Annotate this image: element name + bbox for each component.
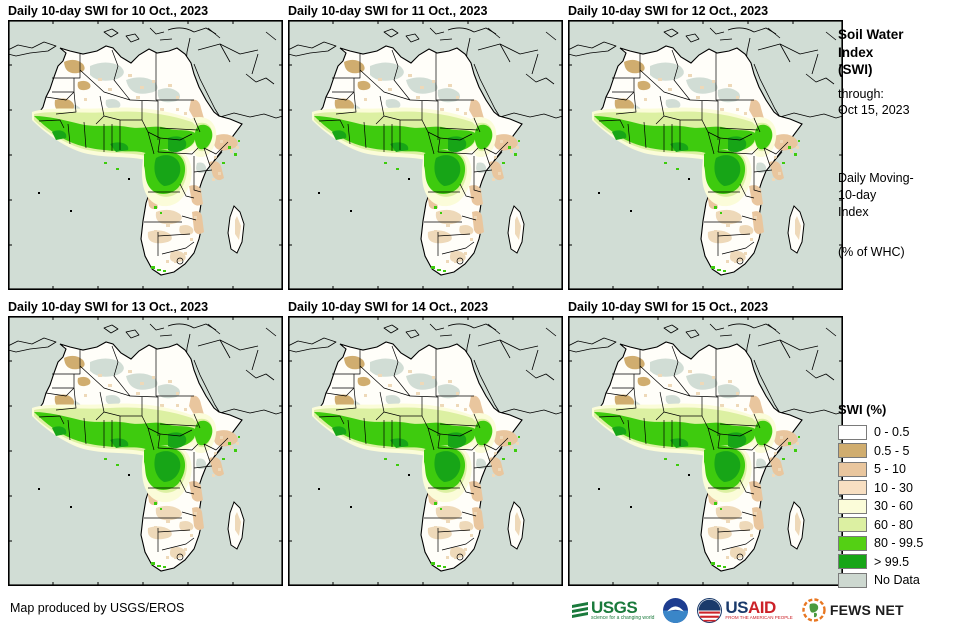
africa-swi-map [8,316,283,586]
usgs-stripes-icon [572,602,588,618]
map-panel-oct10: Daily 10-day SWI for 10 Oct., 2023 [8,3,283,290]
legend-swatch [838,443,867,459]
legend-item: No Data [838,571,966,590]
sidebar-through-date: through: Oct 15, 2023 [838,87,910,118]
legend-item: 60 - 80 [838,516,966,535]
fews-wordmark: FEWS NET [829,602,904,618]
legend-item: 80 - 99.5 [838,534,966,553]
map-panel-oct15: Daily 10-day SWI for 15 Oct., 2023 [568,299,843,586]
legend-item: > 99.5 [838,553,966,572]
africa-swi-map [568,316,843,586]
sidebar-units: (% of WHC) [838,245,905,259]
legend-swatch [838,424,867,440]
noaa-logo [663,597,689,623]
africa-swi-map [288,20,563,290]
legend-item: 0.5 - 5 [838,442,966,461]
map-panel-oct11: Daily 10-day SWI for 11 Oct., 2023 [288,3,563,290]
panel-title: Daily 10-day SWI for 13 Oct., 2023 [8,300,209,314]
usaid-tagline: FROM THE AMERICAN PEOPLE [725,615,793,621]
footer-logos: USGS science for a changing world USAID … [571,595,904,625]
map-panel-oct12: Daily 10-day SWI for 12 Oct., 2023 [568,3,843,290]
panel-title: Daily 10-day SWI for 10 Oct., 2023 [8,4,209,18]
panel-title: Daily 10-day SWI for 14 Oct., 2023 [288,300,489,314]
legend-item: 0 - 0.5 [838,423,966,442]
fews-globe-icon [802,598,826,622]
usgs-tagline: science for a changing world [591,615,655,621]
legend-swatch [838,498,867,514]
legend-swatch [838,572,867,588]
legend-item: 5 - 10 [838,460,966,479]
sidebar-index-type: Daily Moving- 10-day Index [838,171,914,219]
usaid-wordmark: USAID [725,598,776,618]
maps-grid: Daily 10-day SWI for 10 Oct., 2023 Daily… [8,3,843,586]
panel-title: Daily 10-day SWI for 12 Oct., 2023 [568,4,769,18]
legend-item: 30 - 60 [838,497,966,516]
sidebar-title: Soil Water Index (SWI) [838,27,904,78]
africa-swi-map [568,20,843,290]
legend-swatch [838,461,867,477]
map-panel-oct14: Daily 10-day SWI for 14 Oct., 2023 [288,299,563,586]
legend-title: SWI (%) [838,402,887,417]
usgs-wordmark: USGS [591,598,638,617]
panel-title: Daily 10-day SWI for 15 Oct., 2023 [568,300,769,314]
africa-swi-map [288,316,563,586]
sidebar: Soil Water Index (SWI) through: Oct 15, … [838,0,966,590]
legend-swatch [838,535,867,551]
legend-swatch [838,517,867,533]
legend-item: 10 - 30 [838,479,966,498]
swi-legend: SWI (%) 0 - 0.5 0.5 - 5 5 - 10 10 - 30 3… [838,402,966,590]
africa-swi-map [8,20,283,290]
map-panel-oct13: Daily 10-day SWI for 13 Oct., 2023 [8,299,283,586]
panel-title: Daily 10-day SWI for 11 Oct., 2023 [288,4,488,18]
usaid-seal-icon [697,597,723,623]
legend-swatch [838,554,867,570]
fews-net-logo: FEWS NET [802,598,904,622]
usaid-logo: USAID FROM THE AMERICAN PEOPLE [697,597,793,623]
usgs-logo: USGS science for a changing world [571,599,654,621]
map-credit: Map produced by USGS/EROS [10,601,185,615]
legend-swatch [838,480,867,496]
